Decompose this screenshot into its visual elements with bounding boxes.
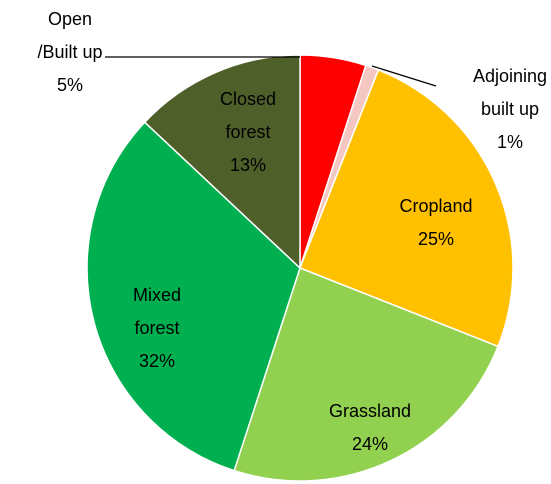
slice-value-label: 32% bbox=[139, 351, 175, 371]
slice-label: Grassland bbox=[329, 401, 411, 421]
slice-label: Mixed forest bbox=[133, 285, 181, 338]
slice-label: Open/Built up bbox=[37, 9, 102, 62]
slice-value-label: 5% bbox=[57, 75, 83, 95]
slice-value-label: 25% bbox=[418, 229, 454, 249]
slice-label: Cropland bbox=[399, 196, 472, 216]
slice-label: Closed forest bbox=[220, 89, 276, 142]
pie-slice bbox=[233, 267, 500, 482]
pie-slice bbox=[299, 68, 514, 348]
leader-line bbox=[371, 65, 437, 87]
slice-label: Adjoining built up bbox=[473, 66, 547, 119]
slice-value-label: 13% bbox=[230, 155, 266, 175]
slice-value-label: 24% bbox=[352, 434, 388, 454]
slice-value-label: 1% bbox=[497, 132, 523, 152]
pie-slice bbox=[86, 121, 301, 472]
pie-slice bbox=[143, 54, 301, 270]
